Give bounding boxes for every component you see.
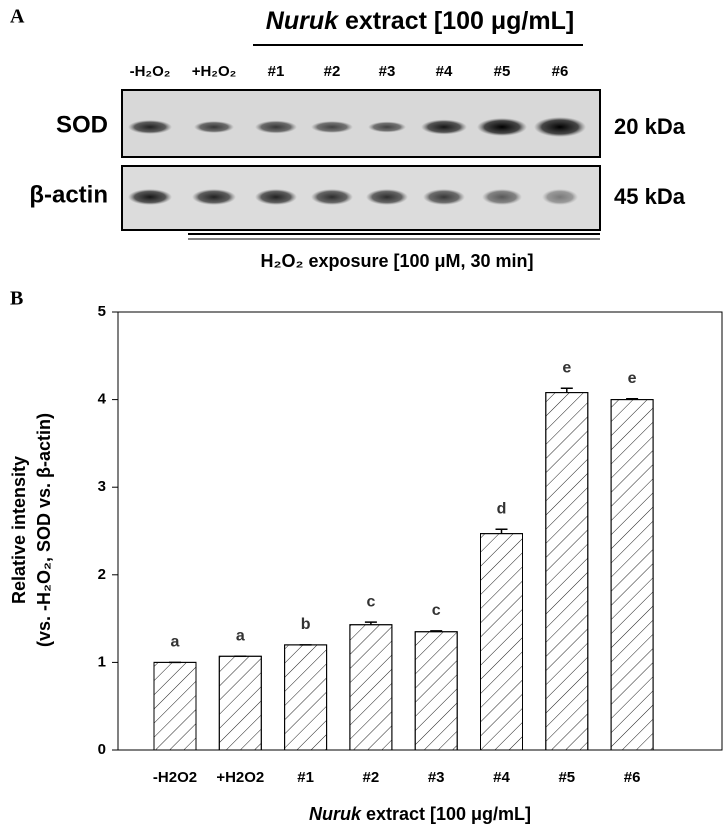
lane-label: #2 xyxy=(324,63,341,80)
bar-hatch xyxy=(218,655,262,751)
significance-letter: a xyxy=(236,627,245,644)
panel-b: B Relative intensity (vs. -H₂O₂, SOD vs.… xyxy=(9,288,723,824)
bar-hatch xyxy=(414,631,458,751)
size-label: 45 kDa xyxy=(614,184,686,209)
x-tick-label: #3 xyxy=(428,769,445,786)
band xyxy=(128,189,172,205)
band xyxy=(255,120,297,134)
row-label: SOD xyxy=(56,111,108,138)
y-tick-label: 0 xyxy=(98,741,106,758)
band xyxy=(128,120,172,134)
error-bar xyxy=(495,528,508,534)
error-bar xyxy=(626,397,639,400)
x-tick-label: #6 xyxy=(624,769,641,786)
y-tick-label: 3 xyxy=(98,478,106,495)
x-tick-label: #2 xyxy=(363,769,380,786)
band xyxy=(534,117,586,137)
x-tick-label: +H2O2 xyxy=(216,769,264,786)
blot-box xyxy=(121,89,601,158)
lane-label: #1 xyxy=(268,63,285,80)
lane-label: -H₂O₂ xyxy=(130,63,171,80)
significance-letter: b xyxy=(301,616,311,633)
bar-hatch xyxy=(545,392,589,751)
band xyxy=(542,189,578,205)
x-tick-label: #4 xyxy=(493,769,510,786)
band xyxy=(311,121,353,133)
band xyxy=(423,189,465,205)
bar-hatch xyxy=(153,661,197,751)
error-bar xyxy=(430,630,443,632)
bar-hatch xyxy=(610,399,654,751)
y-tick-label: 1 xyxy=(98,653,106,670)
significance-letter: c xyxy=(432,602,441,619)
y-axis-label: (vs. -H₂O₂, SOD vs. β-actin) xyxy=(34,413,54,647)
error-bar xyxy=(364,621,377,625)
lane-label: #3 xyxy=(379,63,396,80)
blot-footer: H₂O₂ exposure [100 μM, 30 min] xyxy=(260,251,533,271)
band xyxy=(366,189,408,205)
lane-label: #6 xyxy=(552,63,569,80)
significance-letter: a xyxy=(171,634,180,651)
x-tick-label: -H2O2 xyxy=(153,769,197,786)
bar-hatch xyxy=(284,644,328,751)
significance-letter: d xyxy=(497,500,507,517)
band xyxy=(477,118,527,136)
band xyxy=(311,189,353,205)
panel-a: A Nuruk extract [100 μg/mL] H₂O₂ exposur… xyxy=(10,6,686,271)
y-tick-label: 5 xyxy=(98,303,106,320)
y-axis-label: Relative intensity xyxy=(9,456,29,604)
title-italic: Nuruk xyxy=(266,7,339,35)
band xyxy=(482,189,522,205)
y-tick-label: 2 xyxy=(98,566,106,583)
band xyxy=(255,189,297,205)
x-tick-label: #1 xyxy=(297,769,314,786)
band xyxy=(194,121,234,133)
x-label-rest: extract [100 μg/mL] xyxy=(361,804,531,824)
panel-label: A xyxy=(10,6,25,28)
panel-label: B xyxy=(10,288,23,310)
lane-label: #4 xyxy=(436,63,453,80)
error-bar xyxy=(560,387,573,393)
x-tick-label: #5 xyxy=(558,769,575,786)
band xyxy=(421,119,467,135)
lane-label: #5 xyxy=(494,63,511,80)
lane-label: +H₂O₂ xyxy=(192,63,237,80)
band xyxy=(192,189,236,205)
x-axis-label: Nuruk extract [100 μg/mL] xyxy=(309,804,531,824)
size-label: 20 kDa xyxy=(614,114,686,139)
x-label-italic: Nuruk xyxy=(309,804,362,824)
title-rest: extract [100 μg/mL] xyxy=(338,7,574,35)
blot-title: Nuruk extract [100 μg/mL] xyxy=(266,7,574,35)
band xyxy=(368,121,406,133)
significance-letter: e xyxy=(628,370,637,387)
row-label: β-actin xyxy=(29,181,108,208)
significance-letter: e xyxy=(562,359,571,376)
significance-letter: c xyxy=(366,593,375,610)
bar-hatch xyxy=(480,533,523,751)
bar-hatch xyxy=(349,624,393,751)
y-tick-label: 4 xyxy=(98,391,107,408)
